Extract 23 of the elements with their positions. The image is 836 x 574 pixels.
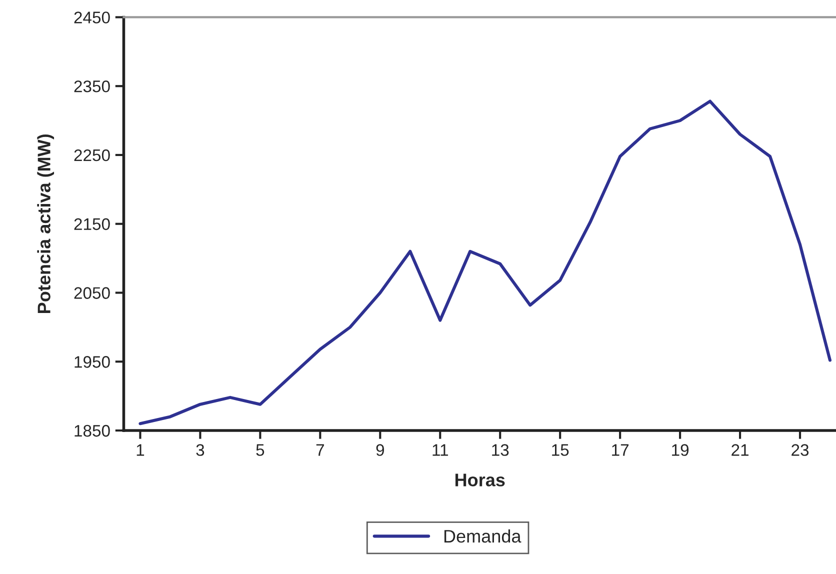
x-tick-label: 15	[552, 444, 569, 456]
x-tick-label: 23	[792, 444, 809, 456]
y-tick-label: 2450	[74, 12, 110, 24]
x-tick-label: 17	[612, 444, 628, 456]
x-tick-label: 5	[256, 444, 264, 456]
x-tick-label: 3	[196, 444, 204, 456]
y-tick-label: 1850	[74, 424, 110, 437]
legend-label: Demanda	[444, 529, 522, 543]
y-tick-label: 1950	[74, 356, 110, 368]
x-tick-label: 1	[136, 444, 144, 456]
y-axis-title: Potencia activa (MW)	[37, 134, 54, 313]
line-series	[138, 100, 832, 426]
x-axis-title: Horas	[455, 474, 505, 486]
x-tick-label: 11	[432, 444, 448, 456]
y-tick-label: 2250	[74, 149, 110, 162]
x-tick-label: 19	[672, 444, 689, 456]
x-tick-label: 13	[492, 444, 509, 456]
y-tick-label: 2050	[74, 287, 110, 299]
y-tick-label: 2350	[74, 80, 110, 92]
x-tick-label: 21	[732, 444, 748, 456]
y-tick-label: 2150	[74, 218, 110, 230]
x-tick-label: 9	[376, 444, 384, 456]
x-tick-label: 7	[316, 444, 324, 456]
